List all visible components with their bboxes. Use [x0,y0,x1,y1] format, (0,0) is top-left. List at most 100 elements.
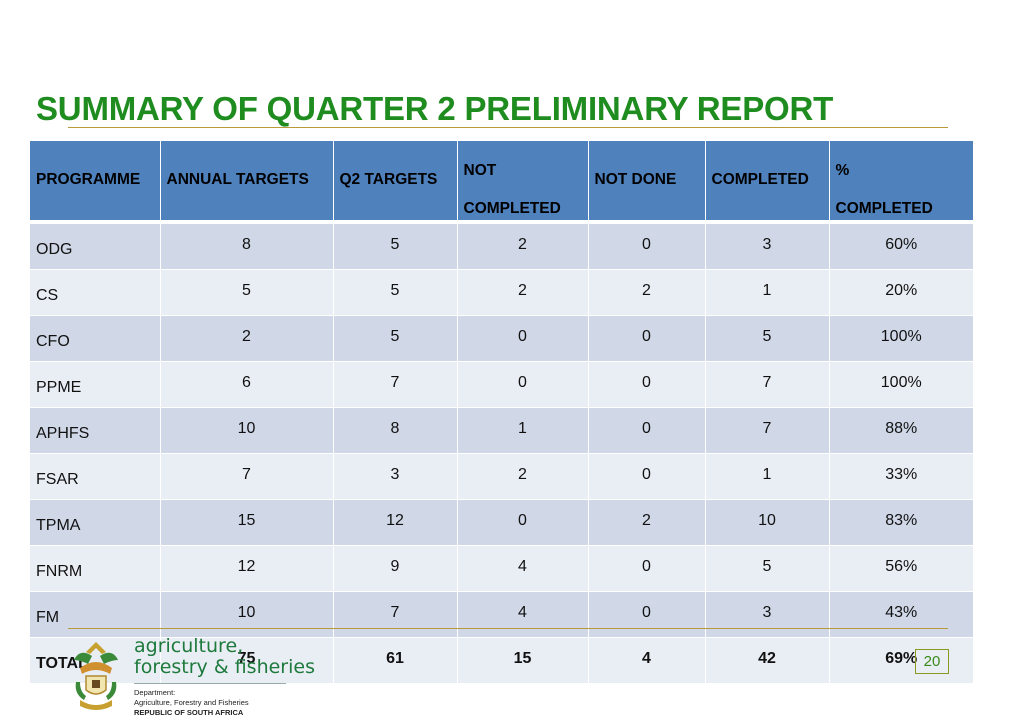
cell-percent-completed: 83% [829,499,973,546]
header-annual-targets: ANNUAL TARGETS [160,141,334,222]
cell-programme: FNRM [30,545,161,592]
cell-annual-targets: 10 [160,407,334,454]
coat-of-arms-icon [74,642,118,710]
cell-percent-completed: 43% [829,591,973,638]
cell-annual-targets: 5 [160,269,334,316]
cell-not-completed: 4 [457,545,589,592]
cell-not-done: 0 [588,453,706,500]
cell-not-completed: 4 [457,591,589,638]
cell-completed: 1 [705,269,830,316]
cell-programme: CS [30,269,161,316]
table-row: FM 10 7 4 0 3 43% [30,591,973,638]
cell-annual-targets: 8 [160,220,334,270]
table-header-row: PROGRAMME ANNUAL TARGETS Q2 TARGETS NOT C… [30,141,973,222]
cell-percent-completed: 33% [829,453,973,500]
cell-not-done: 0 [588,545,706,592]
cell-completed: 10 [705,499,830,546]
header-percent-completed: % COMPLETED [829,141,973,222]
cell-not-done: 0 [588,220,706,270]
cell-not-done: 0 [588,407,706,454]
cell-q2-targets: 12 [333,499,458,546]
cell-q2-targets: 5 [333,315,458,362]
cell-annual-targets: 6 [160,361,334,408]
cell-completed: 3 [705,220,830,270]
summary-table: PROGRAMME ANNUAL TARGETS Q2 TARGETS NOT C… [30,141,973,683]
cell-not-done: 0 [588,591,706,638]
cell-annual-targets: 15 [160,499,334,546]
header-not-completed: NOT COMPLETED [457,141,589,222]
header-programme: PROGRAMME [30,141,161,222]
table-row: ODG 8 5 2 0 3 60% [30,220,973,270]
cell-not-completed: 15 [457,637,589,683]
cell-programme: ODG [30,220,161,270]
cell-percent-completed: 100% [829,361,973,408]
dept-name: Agriculture, Forestry and Fisheries [134,698,249,707]
cell-not-completed: 0 [457,361,589,408]
cell-annual-targets: 75 [160,637,334,683]
table-row: FNRM 12 9 4 0 5 56% [30,545,973,592]
cell-percent-completed: 20% [829,269,973,316]
cell-q2-targets: 5 [333,220,458,270]
cell-not-completed: 2 [457,220,589,270]
cell-completed: 1 [705,453,830,500]
cell-q2-targets: 8 [333,407,458,454]
table-row: CS 5 5 2 2 1 20% [30,269,973,316]
cell-programme: FSAR [30,453,161,500]
slide-title: SUMMARY OF QUARTER 2 PRELIMINARY REPORT [36,90,834,127]
cell-not-done: 0 [588,315,706,362]
cell-not-done: 2 [588,499,706,546]
cell-percent-completed: 100% [829,315,973,362]
cell-not-done: 4 [588,637,706,683]
table-row: FSAR 7 3 2 0 1 33% [30,453,973,500]
footer-divider [68,628,948,629]
cell-completed: 5 [705,315,830,362]
header-completed: COMPLETED [705,141,830,222]
cell-completed: 3 [705,591,830,638]
cell-completed: 7 [705,407,830,454]
cell-percent-completed: 60% [829,220,973,270]
cell-completed: 7 [705,361,830,408]
cell-q2-targets: 5 [333,269,458,316]
cell-programme: FM [30,591,161,638]
cell-not-done: 2 [588,269,706,316]
logo-line-1: agriculture, [134,635,244,657]
logo-line-2: forestry & fisheries [134,656,315,678]
cell-q2-targets: 9 [333,545,458,592]
cell-annual-targets: 10 [160,591,334,638]
table-total-row: TOTAL 75 61 15 4 42 69% [30,637,973,683]
cell-q2-targets: 61 [333,637,458,683]
cell-not-completed: 2 [457,269,589,316]
cell-programme: APHFS [30,407,161,454]
cell-q2-targets: 7 [333,361,458,408]
page-number: 20 [915,649,949,674]
dept-label: Department: [134,688,176,697]
title-divider [68,127,948,128]
cell-q2-targets: 3 [333,453,458,500]
table-row: TPMA 15 12 0 2 10 83% [30,499,973,546]
table-row: CFO 2 5 0 0 5 100% [30,315,973,362]
cell-annual-targets: 12 [160,545,334,592]
cell-not-completed: 0 [457,499,589,546]
cell-programme: TPMA [30,499,161,546]
dept-country: REPUBLIC OF SOUTH AFRICA [134,708,244,717]
cell-not-completed: 2 [457,453,589,500]
header-not-done: NOT DONE [588,141,706,222]
logo-divider [134,683,286,684]
cell-not-done: 0 [588,361,706,408]
cell-completed: 42 [705,637,830,683]
table-row: PPME 6 7 0 0 7 100% [30,361,973,408]
cell-not-completed: 1 [457,407,589,454]
cell-programme: PPME [30,361,161,408]
cell-annual-targets: 2 [160,315,334,362]
header-q2-targets: Q2 TARGETS [333,141,458,222]
cell-percent-completed: 69% [829,637,973,683]
table-row: APHFS 10 8 1 0 7 88% [30,407,973,454]
cell-percent-completed: 56% [829,545,973,592]
cell-q2-targets: 7 [333,591,458,638]
cell-not-completed: 0 [457,315,589,362]
cell-annual-targets: 7 [160,453,334,500]
cell-completed: 5 [705,545,830,592]
department-logo: agriculture, forestry & fisheries Depart… [134,636,315,718]
cell-programme: CFO [30,315,161,362]
cell-percent-completed: 88% [829,407,973,454]
